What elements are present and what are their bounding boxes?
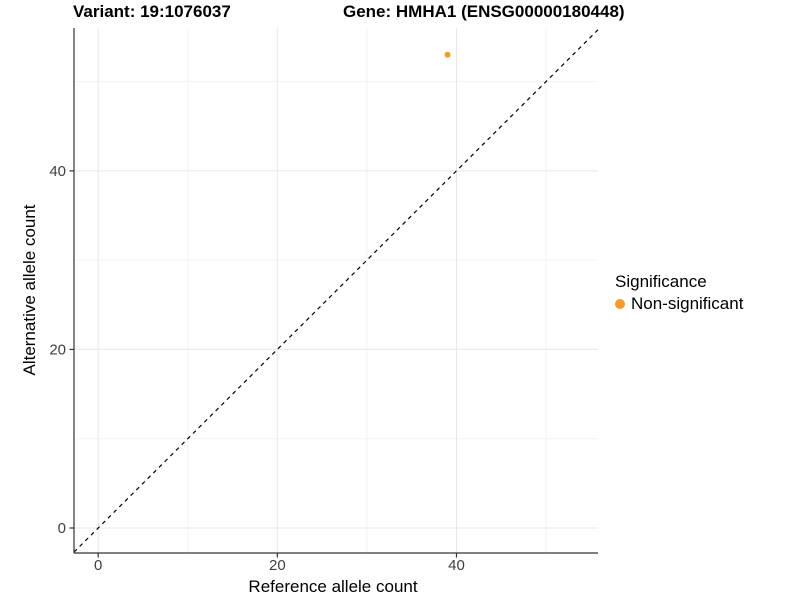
x-tick-label: 0 bbox=[94, 557, 102, 574]
legend-title: Significance bbox=[615, 272, 707, 291]
legend: Significance Non-significant bbox=[615, 272, 743, 314]
legend-item-label: Non-significant bbox=[631, 294, 744, 313]
variant-title: Variant: 19:1076037 bbox=[73, 2, 231, 21]
x-tick-label: 40 bbox=[448, 557, 465, 574]
x-tick-label: 20 bbox=[269, 557, 286, 574]
y-axis-title: Alternative allele count bbox=[20, 204, 39, 376]
legend-point-icon bbox=[615, 299, 625, 309]
gene-title: Gene: HMHA1 (ENSG00000180448) bbox=[343, 2, 625, 21]
y-tick-label: 20 bbox=[49, 341, 66, 358]
legend-item-non-significant: Non-significant bbox=[615, 294, 743, 314]
data-point bbox=[444, 51, 451, 58]
y-tick-label: 0 bbox=[58, 520, 66, 537]
plot-title: Variant: 19:1076037 Gene: HMHA1 (ENSG000… bbox=[0, 2, 800, 26]
x-axis-title: Reference allele count bbox=[248, 577, 418, 596]
identity-line bbox=[73, 29, 599, 553]
y-tick-label: 40 bbox=[49, 163, 66, 180]
